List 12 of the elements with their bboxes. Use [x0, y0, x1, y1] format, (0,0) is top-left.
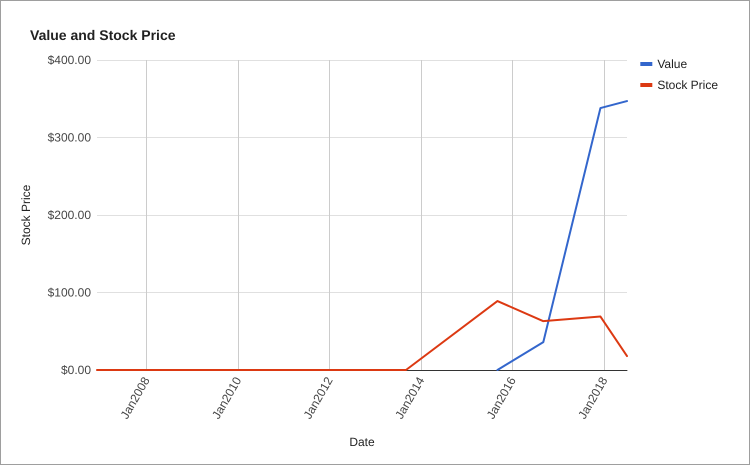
y-tick-label: $100.00 [48, 286, 92, 300]
y-tick-label: $200.00 [48, 208, 92, 222]
legend-label: Value [657, 57, 688, 71]
y-tick-label: $300.00 [48, 130, 92, 144]
line-series [96, 300, 628, 371]
line-series [496, 100, 628, 371]
y-tick-label: $0.00 [60, 363, 92, 377]
y-axis-title: Stock Price [19, 184, 33, 246]
y-tick-label: $400.00 [48, 53, 92, 67]
x-axis-title: Date [349, 435, 375, 449]
chart-title: Value and Stock Price [30, 27, 176, 43]
legend-label: Stock Price [657, 78, 718, 92]
